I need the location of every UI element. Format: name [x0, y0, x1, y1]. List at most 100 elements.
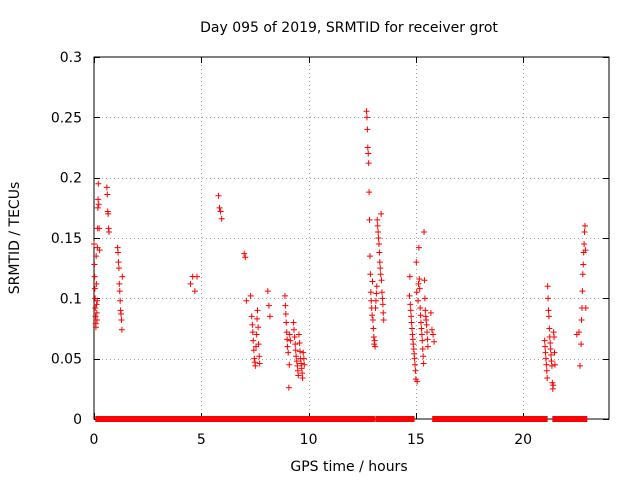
- data-point: [93, 301, 100, 308]
- zero-value-band: [95, 416, 122, 422]
- data-point: [580, 261, 587, 268]
- data-point: [431, 338, 438, 345]
- data-point: [545, 313, 552, 320]
- data-point: [374, 222, 381, 229]
- data-point: [284, 343, 291, 350]
- data-point: [249, 321, 256, 328]
- data-point: [551, 361, 558, 368]
- data-point: [578, 341, 585, 348]
- data-point: [424, 336, 431, 343]
- data-point: [364, 126, 371, 133]
- data-point: [293, 353, 300, 360]
- data-point: [296, 339, 303, 346]
- data-point: [366, 253, 373, 260]
- data-point: [255, 341, 262, 348]
- data-point: [420, 353, 427, 360]
- data-point: [373, 290, 380, 297]
- data-point: [241, 250, 248, 257]
- data-point: [551, 333, 558, 340]
- data-point: [545, 295, 552, 302]
- zero-value-band: [432, 416, 548, 422]
- data-point: [248, 313, 255, 320]
- data-point: [265, 302, 272, 309]
- data-point: [581, 241, 588, 248]
- data-point: [266, 313, 273, 320]
- y-tick-label: 0: [73, 412, 82, 428]
- data-point: [105, 210, 112, 217]
- zero-value-markers: [95, 416, 588, 422]
- data-point: [374, 216, 381, 223]
- data-point: [379, 295, 386, 302]
- data-point: [543, 367, 550, 374]
- data-point: [93, 280, 100, 287]
- data-point: [380, 309, 387, 316]
- data-point: [582, 304, 589, 311]
- data-point: [415, 297, 422, 304]
- data-point: [408, 313, 415, 320]
- data-point: [94, 297, 101, 304]
- data-point: [92, 324, 99, 331]
- y-tick-label: 0.1: [60, 291, 82, 307]
- x-axis-label: GPS time / hours: [290, 459, 407, 475]
- zero-value-band: [119, 416, 256, 422]
- data-point: [373, 283, 380, 290]
- data-point: [375, 241, 382, 248]
- data-point: [542, 349, 549, 356]
- data-point: [264, 288, 271, 295]
- data-point: [194, 273, 200, 280]
- data-point: [367, 289, 374, 296]
- data-point: [416, 276, 423, 283]
- data-point: [412, 361, 419, 368]
- data-point: [369, 278, 376, 285]
- data-point: [371, 337, 378, 344]
- data-point: [413, 289, 420, 296]
- data-point: [255, 324, 262, 331]
- data-points: [91, 108, 589, 392]
- data-point: [379, 301, 386, 308]
- data-point: [421, 228, 428, 235]
- y-tick-label: 0.15: [51, 231, 82, 247]
- data-point: [369, 312, 376, 319]
- data-point: [420, 360, 427, 367]
- y-tick-label: 0.05: [51, 352, 82, 368]
- data-point: [365, 150, 372, 157]
- zero-value-band: [375, 416, 415, 422]
- data-point: [377, 265, 384, 272]
- data-point: [406, 273, 413, 280]
- data-point: [91, 261, 98, 268]
- data-point: [369, 317, 376, 324]
- x-tick-label: 0: [90, 432, 99, 448]
- data-point: [430, 331, 437, 338]
- data-point: [94, 317, 101, 324]
- data-point: [285, 349, 292, 356]
- data-point: [118, 317, 125, 324]
- data-point: [247, 292, 254, 299]
- data-point: [256, 353, 263, 360]
- data-point: [252, 362, 259, 369]
- data-point: [117, 297, 124, 304]
- data-point: [543, 361, 550, 368]
- data-point: [292, 347, 299, 354]
- data-point: [370, 325, 377, 332]
- data-point: [372, 343, 379, 350]
- data-point: [407, 301, 414, 308]
- data-point: [250, 337, 257, 344]
- data-point: [292, 341, 299, 348]
- data-point: [427, 309, 434, 316]
- data-point: [378, 210, 385, 217]
- data-point: [547, 346, 554, 353]
- zero-value-band: [552, 416, 588, 422]
- data-point: [416, 285, 423, 292]
- data-point: [418, 319, 425, 326]
- data-point: [421, 277, 428, 284]
- data-point: [424, 343, 431, 350]
- data-point: [541, 337, 548, 344]
- data-point: [93, 309, 100, 316]
- data-point: [283, 319, 290, 326]
- data-point: [118, 311, 125, 318]
- data-point: [299, 374, 306, 381]
- data-point: [375, 235, 382, 241]
- data-point: [370, 333, 377, 340]
- data-point: [95, 196, 102, 203]
- data-point: [96, 247, 103, 254]
